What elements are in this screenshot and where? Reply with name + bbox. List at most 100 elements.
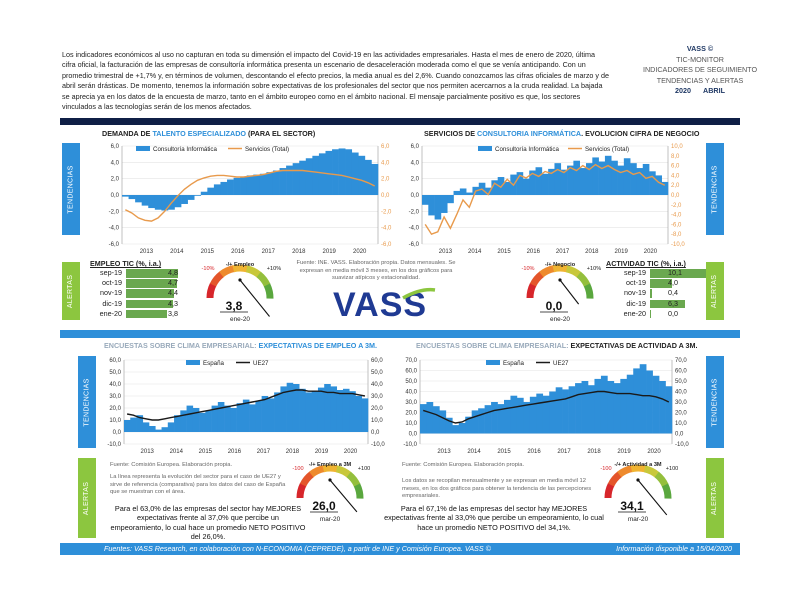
bar-consultor-a-inform-tica [246, 175, 254, 195]
bar-consultor-a-inform-tica [161, 195, 169, 211]
y-right-tick-label: 40,0 [675, 390, 687, 396]
bar-espa-a [217, 402, 225, 432]
y-left-tick-label: 30,0 [405, 400, 417, 406]
bar-espa-a [255, 400, 262, 432]
bar-espa-a [516, 397, 524, 434]
bar-espa-a [305, 392, 312, 432]
y-right-tick-label: 50,0 [675, 379, 687, 385]
row-label: dic-19 [626, 298, 646, 308]
tab-tendencias-right-bottom: TENDENCIAS [706, 356, 724, 448]
gauge-title: -/+ Empleo [226, 262, 255, 268]
x-tick-label: 2016 [231, 249, 245, 255]
gauge-segment [219, 265, 235, 278]
bar-espa-a [432, 406, 440, 434]
y-left-tick-label: -2,0 [109, 209, 120, 215]
para-actividad: Para el 67,1% de las empresas del sector… [384, 504, 604, 532]
row-bar [650, 309, 651, 319]
series-line-ue27 [126, 389, 366, 421]
row-value: 0,4 [668, 288, 678, 298]
y-left-tick-label: 20,0 [109, 406, 121, 412]
gauge-needle [329, 479, 358, 513]
bar-espa-a [124, 420, 131, 432]
y-right-tick-label: 2,0 [381, 177, 390, 183]
bar-consultor-a-inform-tica [655, 175, 662, 195]
bar-consultor-a-inform-tica [213, 184, 221, 195]
chart-talento: 6,0 4,0 2,0 0,0 -2,0 -4,0 -6,0 6,0 4,0 2,0 0,0 -2,0… [109, 144, 392, 255]
gauge-needle-pivot [238, 278, 242, 282]
bar-consultor-a-inform-tica [447, 195, 454, 204]
bar-espa-a [659, 381, 666, 434]
bar-espa-a [523, 402, 531, 434]
bar-consultor-a-inform-tica [535, 167, 543, 195]
y-right-tick-label: -10,0 [675, 442, 689, 448]
bar-consultor-a-inform-tica [220, 181, 228, 195]
x-tick-label: 2017 [262, 249, 276, 255]
y-left-tick-label: 0,0 [409, 432, 418, 438]
bar-consultor-a-inform-tica [459, 188, 467, 195]
y-left-tick-label: -6,0 [109, 242, 120, 248]
x-tick-label: 2015 [199, 449, 213, 455]
series-line-servicios-total- [124, 169, 376, 222]
y-right-tick-label: 20,0 [371, 406, 383, 412]
x-tick-label: 2013 [439, 249, 453, 255]
y-left-tick-label: 50,0 [405, 379, 417, 385]
bar-espa-a [274, 392, 281, 432]
bar-espa-a [607, 381, 615, 434]
bar-espa-a [639, 364, 647, 434]
note-ce-actividad: Fuente: Comisión Europea. Elaboración pr… [402, 462, 525, 468]
tab-alertas-right-bottom: ALERTAS [706, 458, 724, 538]
bar-consultor-a-inform-tica [358, 155, 366, 195]
tab-tendencias-left-bottom: TENDENCIAS [78, 356, 96, 448]
bar-consultor-a-inform-tica [286, 165, 293, 195]
bar-espa-a [452, 425, 460, 434]
row-label: nov-19 [100, 288, 122, 298]
y-right-tick-label: 10,0 [675, 421, 687, 427]
gauge-segment [583, 283, 594, 299]
gauge-needle-pivot [636, 478, 640, 482]
bar-consultor-a-inform-tica [141, 195, 149, 206]
bar-espa-a [594, 378, 602, 434]
brand-month: ABRIL [703, 86, 725, 96]
row-bar [126, 269, 178, 278]
legend-label: Consultoría Informática [495, 146, 560, 153]
y-left-tick-label: -10,0 [107, 442, 121, 448]
y-left-tick-label: 60,0 [405, 369, 417, 375]
row-value: 0,0 [668, 308, 678, 318]
x-tick-label: 2017 [556, 249, 570, 255]
bar-espa-a [292, 384, 300, 432]
table-row: dic-19 6,3 [606, 299, 716, 309]
bar-espa-a [510, 395, 518, 434]
gauge-value: 34,1 [620, 499, 644, 513]
bar-espa-a [549, 391, 556, 434]
table-row: oct-19 4,7 [82, 278, 202, 288]
chart-title-consultoria: SERVICIOS DE CONSULTORIA INFORMÁTICA. EV… [424, 129, 700, 138]
x-tick-label: 2019 [323, 249, 337, 255]
gauge-needle [239, 279, 270, 317]
bar-espa-a [311, 391, 319, 432]
gauge-title: -/+ Actividad a 3M [614, 462, 662, 468]
gauge-segment [565, 265, 582, 278]
note-ce-actividad-desc: Los datos se recopilan mensualmente y se… [402, 478, 592, 500]
bar-consultor-a-inform-tica [466, 192, 473, 195]
bar-consultor-a-inform-tica [548, 168, 555, 195]
bar-consultor-a-inform-tica [560, 169, 568, 195]
gauge-max-label: +100 [358, 466, 371, 472]
gauge-segment [617, 465, 633, 478]
bar-espa-a [497, 404, 505, 434]
gauge-date: ene-20 [230, 316, 250, 323]
legend-label: UE27 [253, 360, 269, 367]
y-right-tick-label: -6,0 [671, 222, 682, 228]
table-empleo: EMPLEO TIC (%, i.a.) sep-19 4,8 oct-19 4,7 n… [82, 259, 202, 319]
bar-espa-a [317, 387, 325, 432]
bar-espa-a [130, 417, 137, 432]
gauge-min-label: -10% [201, 266, 214, 272]
bar-consultor-a-inform-tica [181, 195, 188, 204]
y-right-tick-label: 10,0 [371, 418, 383, 424]
gauge-segment [209, 271, 225, 287]
bar-espa-a [286, 382, 294, 432]
bar-consultor-a-inform-tica [351, 152, 359, 195]
bar-consultor-a-inform-tica [266, 172, 274, 195]
legend-label: UE27 [553, 360, 569, 367]
chart-title-actividad3m: ENCUESTAS SOBRE CLIMA EMPRESARIAL: EXPEC… [416, 341, 698, 350]
bar-espa-a [161, 427, 169, 432]
